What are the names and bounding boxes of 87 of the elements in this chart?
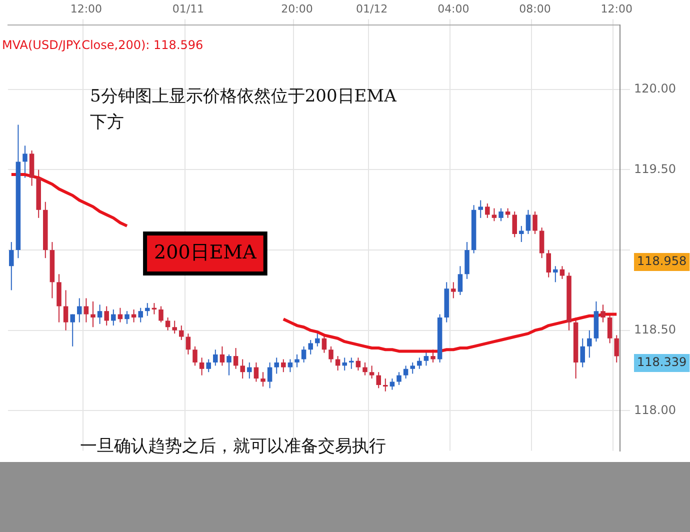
candlestick xyxy=(396,372,402,386)
candlestick xyxy=(145,302,150,316)
candlestick xyxy=(519,225,524,243)
candlestick xyxy=(281,358,286,373)
candlestick xyxy=(600,304,606,323)
candlestick xyxy=(369,365,374,380)
candlestick xyxy=(220,346,225,366)
candlestick xyxy=(424,350,429,366)
candlestick xyxy=(158,306,164,323)
candlestick xyxy=(539,227,544,259)
x-tick-label: 08:00 xyxy=(519,2,551,16)
x-tick-label: 04:00 xyxy=(438,2,470,16)
candlestick xyxy=(607,314,612,344)
series-label: 200日EMA xyxy=(154,241,257,264)
x-tick-label: 12:00 xyxy=(70,2,102,16)
candlestick xyxy=(90,300,96,328)
candlestick xyxy=(84,298,89,323)
candlestick xyxy=(288,358,293,373)
candlestick xyxy=(213,349,218,366)
y-tick-label: 120.00 xyxy=(634,82,676,96)
candlestick xyxy=(383,378,388,392)
candlestick xyxy=(206,358,211,373)
text: 118.958 xyxy=(637,254,687,268)
candlestick xyxy=(308,339,313,355)
candlestick xyxy=(410,362,415,374)
annotation: 一旦确认趋势之后，就可以准备交易执行 xyxy=(80,436,386,456)
candlestick xyxy=(512,211,517,238)
x-tick-label: 01/11 xyxy=(172,2,204,16)
candlestick xyxy=(342,357,347,371)
candlestick xyxy=(70,314,75,347)
candlestick xyxy=(97,304,102,324)
annotation: MVA(USD/JPY.Close,200): 118.596 xyxy=(2,38,204,52)
candlestick xyxy=(587,330,592,358)
candlestick xyxy=(485,202,490,218)
candlestick xyxy=(376,372,381,389)
candlestick xyxy=(498,208,504,222)
x-tick-label: 01/12 xyxy=(356,2,388,16)
candlestick xyxy=(192,346,198,366)
candlestick xyxy=(546,250,551,278)
candlestick xyxy=(403,365,408,380)
candlestick xyxy=(199,357,204,376)
candlestick xyxy=(233,348,238,370)
candlestick xyxy=(294,354,300,368)
annotation: 5分钟图上显示价格依然位于200日EMA 下方 xyxy=(90,86,398,132)
y-tick-label: 119.50 xyxy=(634,162,676,176)
candlestick xyxy=(172,320,177,334)
candlestick xyxy=(532,211,538,234)
candlestick xyxy=(580,338,585,368)
candlestick xyxy=(240,358,245,380)
candlestick xyxy=(492,208,497,222)
candlestick xyxy=(104,306,109,326)
candlestick xyxy=(451,282,456,299)
candlestick xyxy=(111,308,116,326)
y-tick-label: 118.00 xyxy=(634,402,676,417)
candlestick xyxy=(226,354,232,376)
candlestick xyxy=(614,334,619,363)
candlestick xyxy=(553,266,558,283)
candlestick xyxy=(417,357,422,370)
candlestick xyxy=(322,334,327,354)
candlestick xyxy=(349,357,354,370)
candlestick xyxy=(301,346,306,363)
candlestick xyxy=(254,362,259,382)
candlestick xyxy=(274,357,279,374)
candlestick xyxy=(63,290,68,331)
candlestick xyxy=(138,307,143,323)
candlestick xyxy=(458,266,463,296)
candlestick xyxy=(77,298,82,323)
candlestick xyxy=(526,209,531,234)
candlestick xyxy=(9,242,14,291)
candlestick xyxy=(124,310,130,324)
x-tick-label: 20:00 xyxy=(281,2,313,16)
candlestick xyxy=(356,357,361,371)
y-tick-label: 118.50 xyxy=(634,322,676,336)
candlestick xyxy=(362,362,368,376)
candlestick xyxy=(247,362,252,380)
candlestick xyxy=(22,145,28,178)
candlestick xyxy=(267,362,272,389)
text: 118.339 xyxy=(637,355,687,370)
x-tick-label: 12:00 xyxy=(600,2,632,16)
candlestick xyxy=(165,317,170,331)
candlestick xyxy=(260,372,266,388)
candlestick xyxy=(328,346,334,363)
candlestick xyxy=(390,378,395,390)
candlestick xyxy=(478,200,483,218)
candlestick xyxy=(179,325,184,340)
candlestick xyxy=(315,331,320,347)
candlestick xyxy=(186,333,191,355)
